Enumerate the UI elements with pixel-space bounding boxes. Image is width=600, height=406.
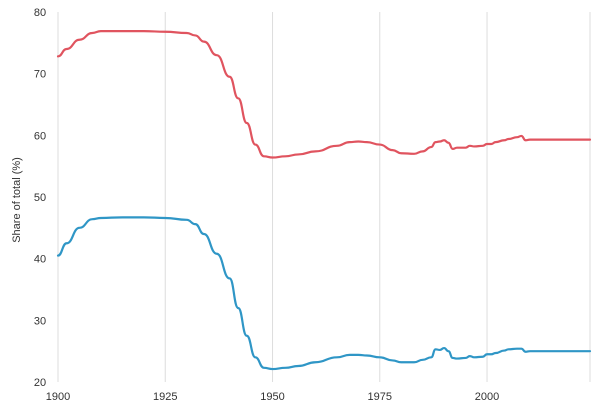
y-axis-ticks: 20 30 40 50 60 70 80 [34,7,46,389]
x-axis-ticks: 1900 1925 1950 1975 2000 [46,391,500,403]
y-axis-title: Share of total (%) [11,157,23,243]
x-tick-label-1900: 1900 [46,391,70,403]
x-tick-label-1975: 1975 [368,391,392,403]
series-layer [56,30,592,371]
x-tick-label-1950: 1950 [260,391,284,403]
y-tick-label-60: 60 [34,130,46,142]
x-tick-label-2000: 2000 [475,391,499,403]
y-tick-label-50: 50 [34,192,46,204]
y-tick-label-80: 80 [34,7,46,19]
grid-layer [57,12,591,382]
series-line-2 [56,216,592,371]
y-tick-label-30: 30 [34,315,46,327]
y-tick-label-40: 40 [34,254,46,266]
y-tick-label-70: 70 [34,69,46,81]
y-tick-label-20: 20 [34,377,46,389]
x-tick-label-1925: 1925 [153,391,177,403]
series-line-1 [56,30,592,159]
